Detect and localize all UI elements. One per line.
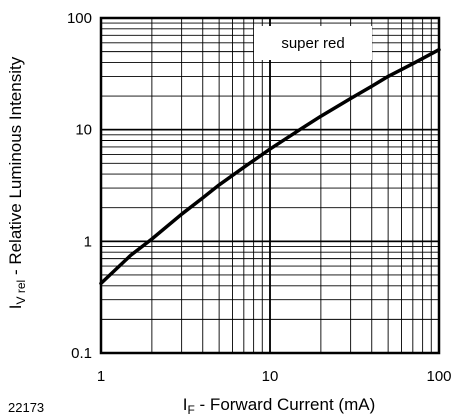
x-tick-label: 1: [97, 368, 105, 385]
plot-frame: [99, 16, 441, 355]
legend-box: [254, 26, 372, 60]
y-tick-label: 10: [75, 122, 92, 139]
series-line-super-red: [99, 47, 441, 286]
y-tick-label: 0.1: [71, 345, 92, 362]
y-tick-labels: 0.1 1 10 100: [67, 10, 92, 362]
x-axis-label: IF - Forward Current (mA): [183, 395, 376, 417]
legend-label-super-red: super red: [281, 35, 344, 52]
series-layer: [99, 47, 441, 286]
y-tick-label: 1: [84, 233, 92, 250]
y-tick-label: 100: [67, 10, 92, 27]
figure-id: 22173: [8, 400, 44, 415]
y-axis-label: IV rel - Relative Luminous Intensity: [6, 56, 28, 309]
x-tick-labels: 1 10 100: [97, 368, 452, 385]
x-tick-label: 100: [426, 368, 451, 385]
legend: super red: [254, 26, 372, 60]
grid: [101, 18, 439, 353]
x-tick-label: 10: [262, 368, 279, 385]
